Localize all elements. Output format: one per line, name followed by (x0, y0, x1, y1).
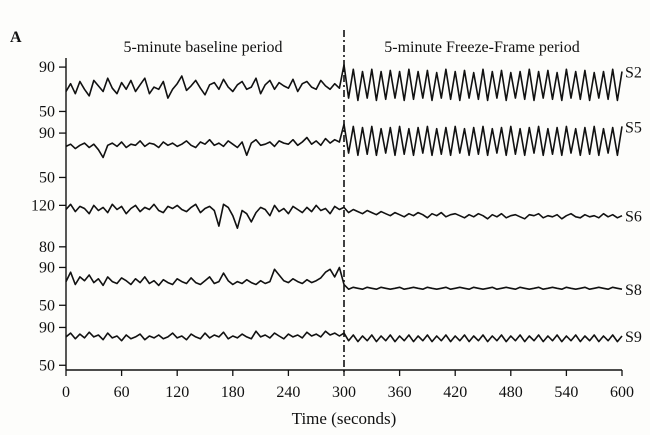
x-axis-title: Time (seconds) (292, 409, 397, 428)
series-label-s9: S9 (625, 329, 642, 346)
period-label-freeze-frame: 5-minute Freeze-Frame period (384, 39, 579, 56)
series-line-s5 (65, 123, 623, 159)
period-label-baseline: 5-minute baseline period (123, 39, 282, 56)
y-tick-label-s9-90: 90 (39, 319, 55, 336)
series-s6: 80 120 S6 (31, 197, 642, 255)
y-tick-label-s2-90: 90 (39, 59, 55, 76)
x-tick-label-60: 60 (114, 384, 130, 401)
x-tick-label-0: 0 (62, 384, 70, 401)
y-tick-label-s5-90: 90 (39, 125, 55, 142)
series-label-s5: S5 (625, 119, 642, 136)
y-tick-label-s9-50: 50 (39, 357, 55, 374)
x-axis-ticks: 0 60 120 180 240 300 360 420 480 540 600 (62, 370, 634, 401)
series-label-s2: S2 (625, 65, 642, 82)
x-tick-label-240: 240 (276, 384, 300, 401)
series-layer: 50 90 S2 50 90 S5 80 120 S6 50 90 S8 50 90 S9 (31, 59, 642, 374)
x-tick-label-480: 480 (499, 384, 523, 401)
series-s5: 50 90 S5 (39, 119, 642, 186)
series-s9: 50 90 S9 (39, 319, 642, 374)
series-line-s6 (65, 203, 623, 229)
y-tick-label-s5-50: 50 (39, 169, 55, 186)
series-s8: 50 90 S8 (39, 259, 642, 314)
y-tick-label-s8-50: 50 (39, 297, 55, 314)
y-tick-label-s2-50: 50 (39, 103, 55, 120)
x-tick-label-360: 360 (388, 384, 412, 401)
series-label-s6: S6 (625, 209, 642, 226)
series-line-s8 (65, 266, 623, 290)
series-line-s2 (65, 64, 623, 102)
x-tick-label-600: 600 (610, 384, 634, 401)
series-label-s8: S8 (625, 282, 642, 299)
x-tick-label-180: 180 (221, 384, 245, 401)
panel-label: A (10, 29, 22, 46)
y-tick-label-s8-90: 90 (39, 259, 55, 276)
y-tick-label-s6-80: 80 (39, 239, 55, 256)
series-s2: 50 90 S2 (39, 59, 642, 120)
x-tick-label-120: 120 (165, 384, 189, 401)
x-tick-label-420: 420 (443, 384, 467, 401)
series-line-s9 (65, 330, 623, 343)
x-tick-label-540: 540 (554, 384, 578, 401)
y-tick-label-s6-120: 120 (31, 197, 55, 214)
x-tick-label-300: 300 (332, 384, 356, 401)
